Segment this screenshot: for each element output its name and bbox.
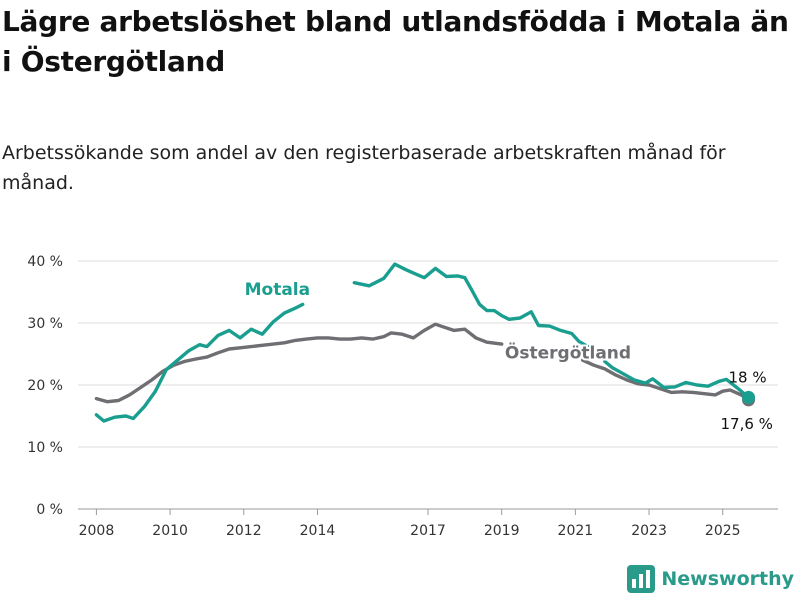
- x-tick-label: 2010: [152, 523, 188, 539]
- x-tick-label: 2019: [484, 523, 520, 539]
- x-tick-label: 2012: [226, 523, 262, 539]
- y-tick-label: 10 %: [27, 440, 63, 456]
- series-labels: Motala Östergötland 18 % 17,6 %: [245, 280, 773, 433]
- newsworthy-logo: Newsworthy: [627, 564, 794, 594]
- x-tick-label: 2008: [79, 523, 115, 539]
- newsworthy-logo-icon: [627, 565, 656, 593]
- end-value-label-motala: 18 %: [729, 368, 767, 386]
- grid-lines: [78, 260, 778, 510]
- x-tick-label: 2014: [300, 523, 336, 539]
- x-axis-ticks: 2008 2010 2012 2014 2017 2019 2021 2023 2025: [79, 509, 741, 539]
- y-tick-label: 20 %: [27, 378, 63, 394]
- series-lines: [94, 262, 756, 423]
- x-tick-label: 2025: [705, 523, 741, 539]
- end-dot-motala: [742, 390, 756, 404]
- series-line-motala: [94, 262, 751, 423]
- y-tick-label: 30 %: [27, 316, 63, 332]
- y-axis-ticks: 0 % 10 % 20 % 30 % 40 %: [27, 254, 63, 518]
- y-tick-label: 0 %: [36, 502, 63, 518]
- chart-title: Lägre arbetslöshet bland utlandsfödda i …: [2, 5, 789, 78]
- y-tick-label: 40 %: [27, 254, 63, 270]
- series-label-motala: Motala: [245, 280, 311, 300]
- end-value-label-ostergotland: 17,6 %: [721, 415, 773, 433]
- brand-name: Newsworthy: [661, 568, 794, 590]
- x-tick-label: 2023: [631, 523, 667, 539]
- series-line-ostergotland: [94, 322, 751, 404]
- x-tick-label: 2017: [410, 523, 446, 539]
- series-label-ostergotland: Östergötland: [505, 341, 631, 363]
- x-tick-label: 2021: [558, 523, 594, 539]
- chart-subtitle: Arbetssökande som andel av den registerb…: [2, 142, 726, 194]
